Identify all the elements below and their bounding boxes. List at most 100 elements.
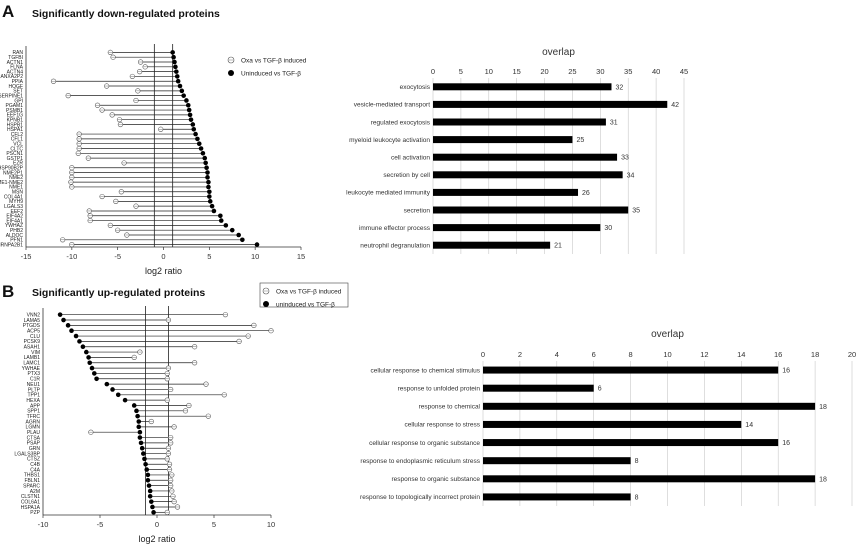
point-uninduced-vs-tgf xyxy=(211,208,217,214)
protein-label: MYH9 xyxy=(9,199,23,205)
category-label: cellular response to stress xyxy=(404,422,480,429)
x-tick-label: 2 xyxy=(518,350,522,359)
protein-label: PHB2 xyxy=(10,228,23,234)
point-uninduced-vs-tgf xyxy=(177,83,183,89)
point-uninduced-vs-tgf xyxy=(115,392,121,398)
protein-label: CTSA xyxy=(27,435,41,441)
x-tick-label: 15 xyxy=(297,252,305,261)
protein-label: HSPA1A xyxy=(21,505,41,511)
protein-label: YWHAE xyxy=(22,366,41,372)
x-tick-label: 25 xyxy=(568,67,576,76)
protein-label: C4A xyxy=(30,467,40,473)
bar-value-label: 18 xyxy=(819,404,827,411)
panel-a-letter: A xyxy=(2,2,14,21)
bar xyxy=(483,475,816,483)
protein-label: SERPINE1 xyxy=(0,93,23,99)
bar-value-label: 16 xyxy=(782,368,790,375)
protein-label: HSPB1 xyxy=(7,122,24,128)
legend-label-uninduced: Uninduced vs TGF-β xyxy=(241,70,301,77)
point-uninduced-vs-tgf xyxy=(172,59,177,65)
overlap-title: overlap xyxy=(542,47,575,58)
protein-label: CFL1 xyxy=(11,137,23,143)
point-uninduced-vs-tgf xyxy=(206,179,211,185)
category-label: response to unfolded protein xyxy=(398,385,481,392)
protein-label: CLSTN1 xyxy=(21,494,40,500)
protein-label: THBS1 xyxy=(24,473,40,479)
legend-label-oxa: Oxa vs TGF-β induced xyxy=(241,57,307,64)
protein-label: YWHAZ xyxy=(5,223,23,229)
bar-value-label: 42 xyxy=(671,102,679,109)
protein-label: TFRC xyxy=(27,414,41,420)
x-tick-label: 45 xyxy=(680,67,688,76)
point-uninduced-vs-tgf xyxy=(207,199,213,204)
point-uninduced-vs-tgf xyxy=(150,504,155,510)
bar-value-label: 35 xyxy=(632,208,640,215)
protein-label: VNN2 xyxy=(27,312,41,318)
point-uninduced-vs-tgf xyxy=(209,203,215,209)
bar xyxy=(483,457,631,465)
protein-label: SET xyxy=(13,89,23,95)
protein-label: NME2P1 xyxy=(3,170,23,176)
legend-label-uninduced: uninduced vs TGF-β xyxy=(276,301,335,308)
protein-label: LGALS3 xyxy=(4,204,23,210)
category-label: myeloid leukocyte activation xyxy=(349,137,430,144)
x-tick-label: 35 xyxy=(624,67,632,76)
protein-label: GRN xyxy=(29,446,41,452)
legend-box xyxy=(259,282,349,308)
point-uninduced-vs-tgf xyxy=(206,184,211,190)
bar xyxy=(433,118,606,126)
protein-label: GPI xyxy=(14,98,23,104)
point-uninduced-vs-tgf xyxy=(73,333,79,339)
point-uninduced-vs-tgf xyxy=(185,102,191,108)
x-tick-label: 5 xyxy=(459,67,463,76)
protein-label: VCL xyxy=(13,141,23,147)
protein-label: COL6A1 xyxy=(21,499,40,505)
bar xyxy=(483,366,779,374)
point-uninduced-vs-tgf xyxy=(198,146,204,151)
point-uninduced-vs-tgf xyxy=(147,488,153,494)
point-uninduced-vs-tgf xyxy=(134,408,139,414)
point-uninduced-vs-tgf xyxy=(229,227,235,233)
x-tick-label: 5 xyxy=(212,520,216,529)
chart-a-lollipop: -15 -10 -5 0 5 10 15 log2 ratio RANTGFBIACTN1FLN… xyxy=(0,44,307,276)
bar-value-label: 25 xyxy=(576,137,584,144)
x-tick-label: 10 xyxy=(267,520,275,529)
protein-label: LAMC1 xyxy=(23,361,40,367)
protein-label: NME1-NME2 xyxy=(0,180,23,186)
point-uninduced-vs-tgf xyxy=(204,165,209,171)
bar xyxy=(433,224,601,232)
protein-label: PSMB1 xyxy=(6,108,23,114)
protein-label: PSCN1 xyxy=(6,151,23,157)
x-tick-label: 10 xyxy=(663,350,671,359)
protein-label: RAN xyxy=(12,50,23,56)
bar xyxy=(483,384,594,392)
x-tick-label: 5 xyxy=(207,252,211,261)
point-uninduced-vs-tgf xyxy=(181,93,186,98)
protein-label: ACTN1 xyxy=(7,60,24,66)
point-uninduced-vs-tgf xyxy=(203,160,208,166)
x-tick-label: 40 xyxy=(652,67,660,76)
point-uninduced-vs-tgf xyxy=(186,107,192,113)
x-tick-label: 10 xyxy=(485,67,493,76)
category-label: response to endoplasmic reticulum stress xyxy=(360,458,480,465)
protein-label: ANXA2;ANXA2P2 xyxy=(0,74,23,80)
protein-label: PFN1 xyxy=(10,238,23,244)
category-label: secretion xyxy=(404,207,431,214)
bar-value-label: 33 xyxy=(621,155,629,162)
protein-label: PLTP xyxy=(28,387,41,393)
category-label: exocytosis xyxy=(400,84,431,91)
x-tick-label: 8 xyxy=(629,350,633,359)
bar-value-label: 6 xyxy=(598,386,602,393)
point-uninduced-vs-tgf xyxy=(254,242,260,247)
point-uninduced-vs-tgf xyxy=(205,175,210,180)
protein-label: EIF4A1 xyxy=(6,218,23,224)
category-label: secretion by cell xyxy=(383,172,430,179)
point-uninduced-vs-tgf xyxy=(171,54,176,60)
point-uninduced-vs-tgf xyxy=(89,365,95,371)
protein-label: PGAM1 xyxy=(5,103,23,109)
x-tick-label: -5 xyxy=(97,520,104,529)
point-uninduced-vs-tgf xyxy=(137,429,143,435)
bar xyxy=(483,420,742,428)
x-axis-title: log2 ratio xyxy=(145,266,182,276)
